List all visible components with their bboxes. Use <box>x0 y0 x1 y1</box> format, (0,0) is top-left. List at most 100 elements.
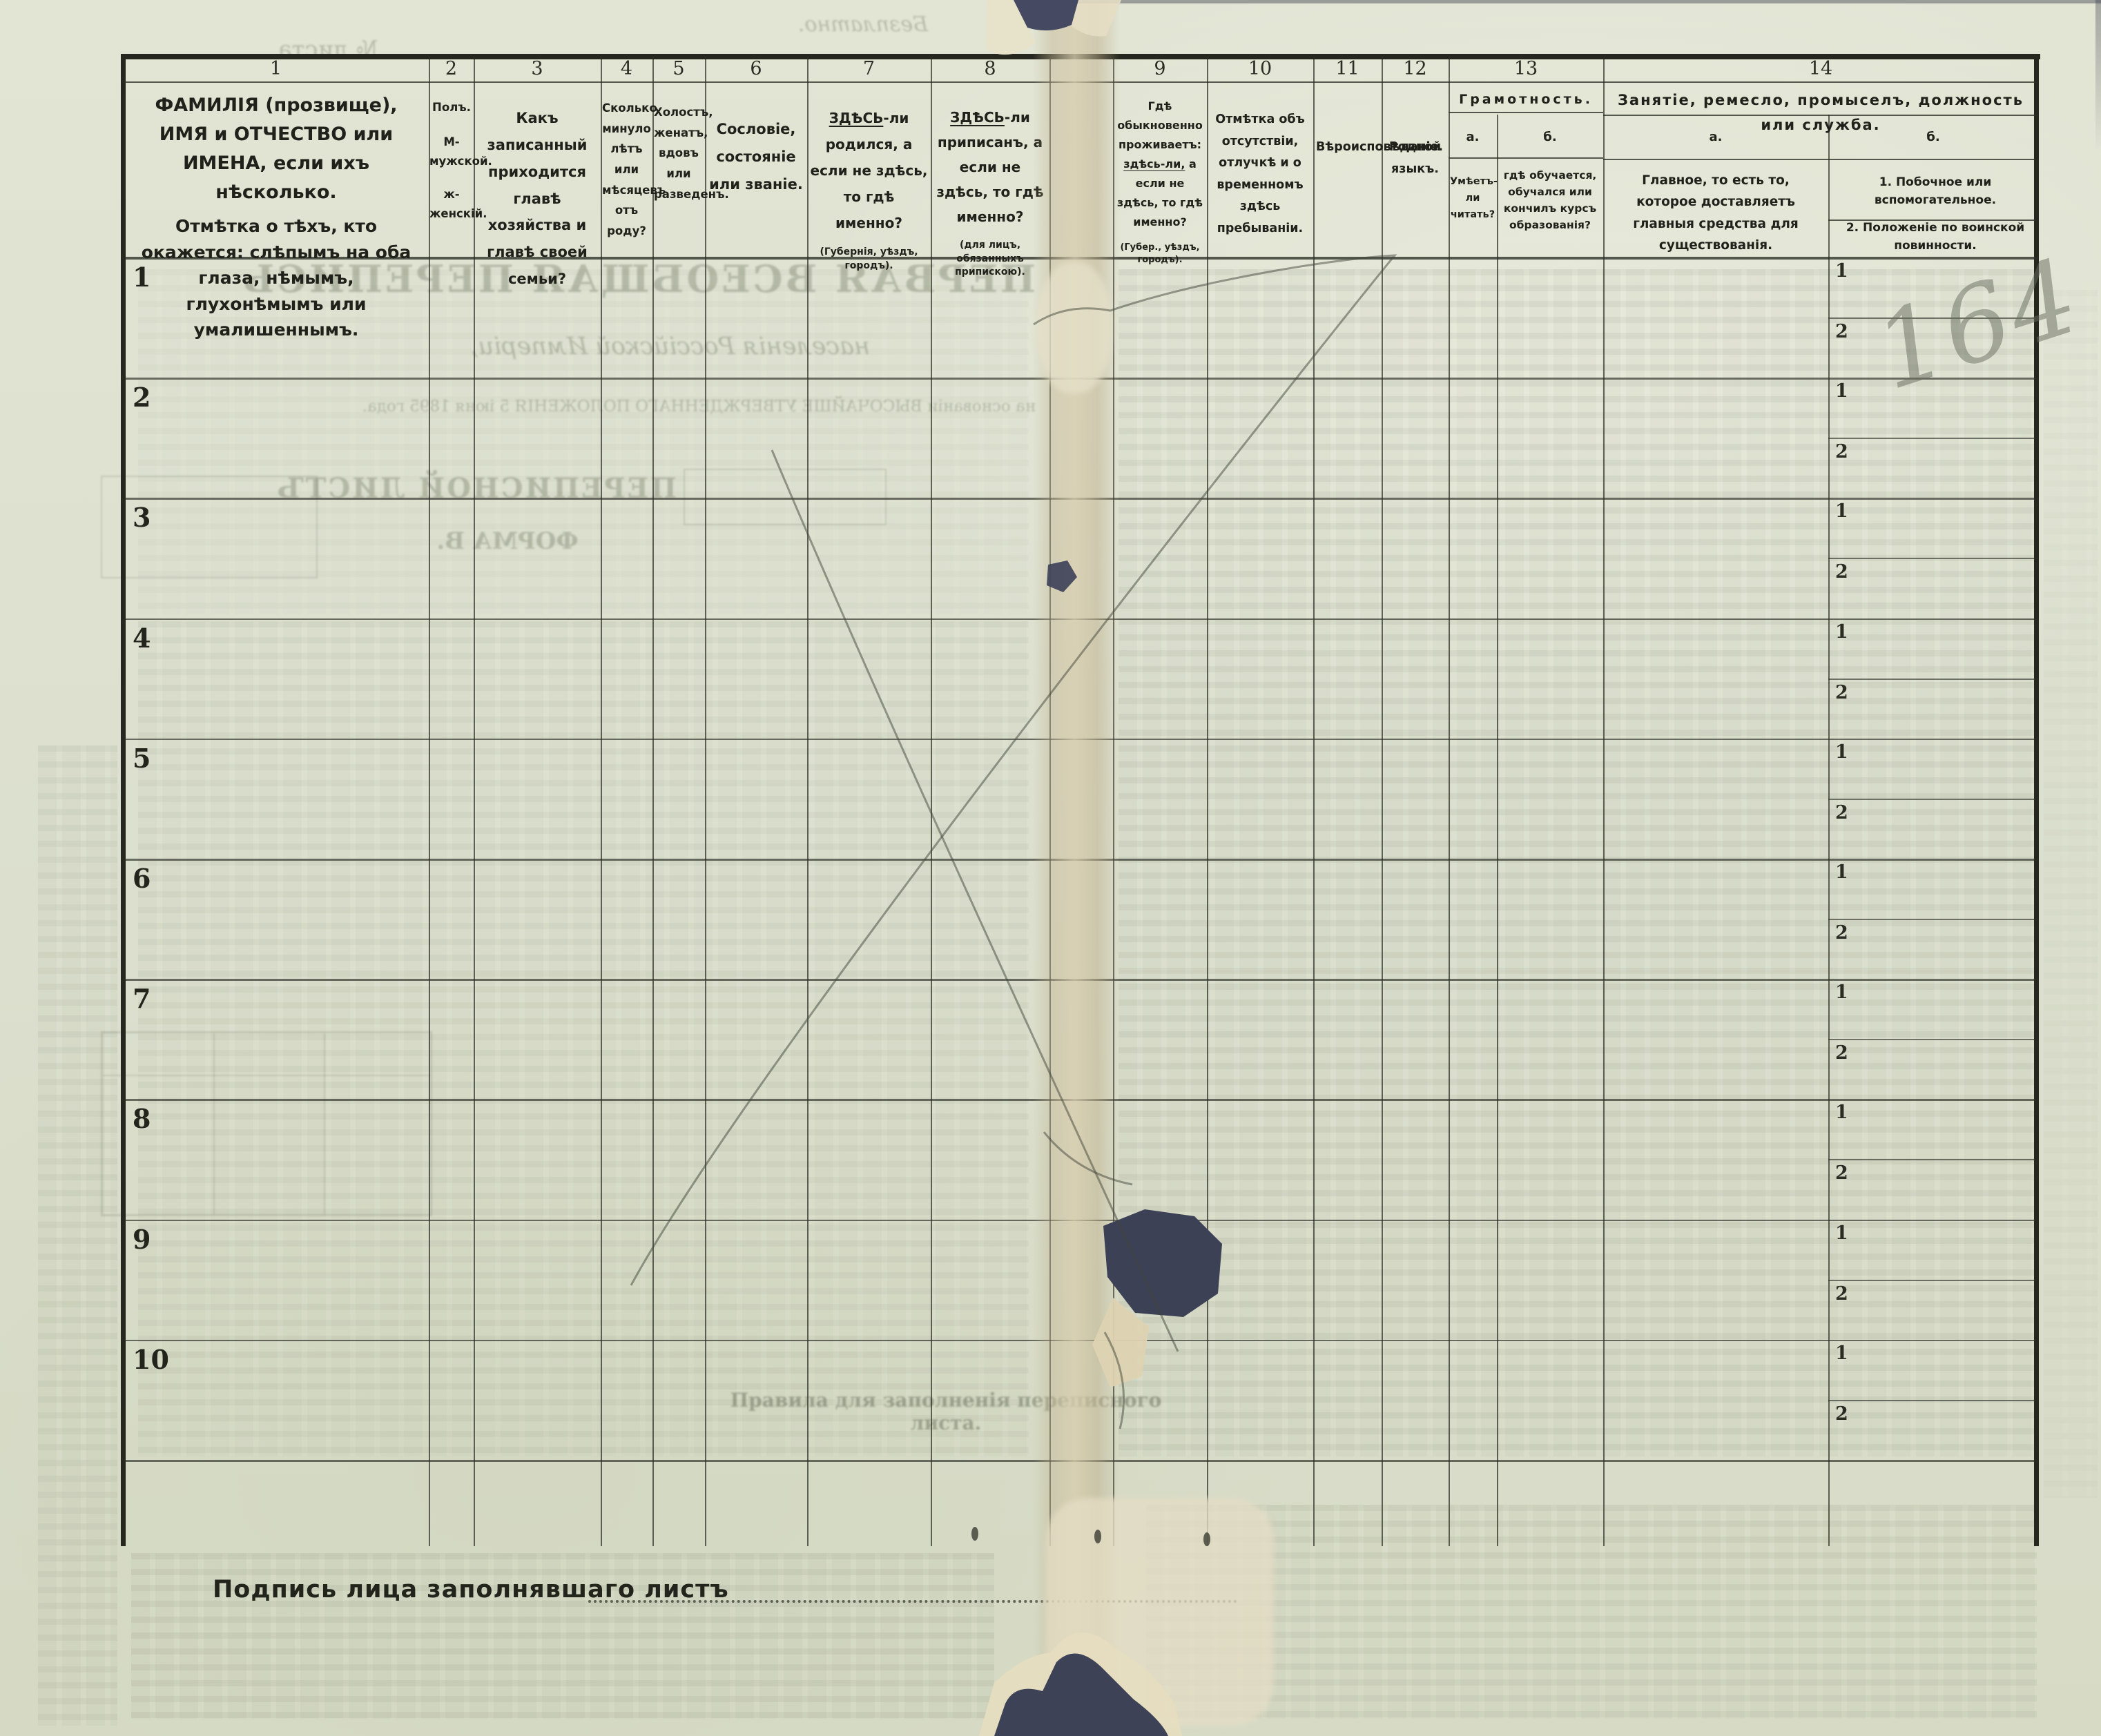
col-header-residence-note: (Губер., уѣздъ, городъ). <box>1120 242 1200 266</box>
column-number: 11 <box>1335 58 1359 79</box>
col-header-estate: Сословіе, состояніе или званіе. <box>709 121 803 193</box>
table-border-right <box>2034 54 2039 1546</box>
column-number: 14 <box>1808 58 1833 79</box>
sub-row-number: 1 <box>1835 260 1848 282</box>
sub-row-divider <box>1828 558 2038 560</box>
row-number: 6 <box>133 863 151 894</box>
column-number: 5 <box>672 58 685 79</box>
ghost-sheet-title: ПЕРЕПИСНОЙ ЛИСТЪ <box>275 472 677 505</box>
signature-label: Подпись лица заполнявшаго листъ <box>213 1576 729 1603</box>
table-grid-vline <box>652 57 654 1546</box>
col-header-name: ФАМИЛІЯ (прозвище), ИМЯ и ОТЧЕСТВО или И… <box>128 91 424 343</box>
col-header-sex-male: М-мужской. <box>429 135 492 168</box>
table-grid-vline <box>429 57 430 1546</box>
col-header-literacy-b-label: б. <box>1543 130 1557 144</box>
col-header-relation: Какъ записанный приходится главѣ хозяйст… <box>487 110 588 288</box>
ghost-box <box>684 469 887 525</box>
sub-row-divider <box>1828 438 2038 440</box>
sub-row-number: 2 <box>1835 1403 1848 1425</box>
col-header-sex-title: Полъ. <box>432 101 471 114</box>
col-header-occupation-a: Главное, то есть то, которое доставляетъ… <box>1633 173 1799 253</box>
sub-row-divider <box>1828 1159 2038 1161</box>
sub-row-number: 2 <box>1835 922 1848 944</box>
column-number: 4 <box>620 58 633 79</box>
ghost-free-label: Безплатно. <box>797 12 929 37</box>
col-header-religion: Вѣроисповѣданіе. <box>1316 140 1444 154</box>
ghost-law-line: на основаніи ВЫСОЧАЙШЕ УТВЕРЖДЕННАГО ПОЛ… <box>362 398 1036 416</box>
column-number: 8 <box>984 58 996 79</box>
col-header-registration: ЗДѢСЬ-ли приписанъ, а если не здѣсь, то … <box>933 105 1047 280</box>
table-grid-vline <box>474 57 475 1546</box>
sub-row-divider <box>1828 919 2038 920</box>
col-header-residence: Гдѣ обыкновенно проживаетъ: здѣсь-ли, а … <box>1114 97 1206 266</box>
sub-row-number: 1 <box>1835 861 1848 883</box>
bleedthrough-texture <box>1146 1505 2037 1719</box>
sub-row-number: 2 <box>1835 561 1848 583</box>
row-number: 2 <box>133 382 151 413</box>
sub-row-number: 2 <box>1835 801 1848 823</box>
sub-row-number: 1 <box>1835 500 1848 523</box>
col-header-registration-note: (для лицъ, обязанныхъ припискою). <box>955 240 1025 278</box>
col-header-sex-female: ж-женскій. <box>429 188 487 221</box>
sub-row-divider <box>1828 318 2038 319</box>
table-grid-hline <box>1449 112 1603 113</box>
col-header-residence-title: а если не здѣсь, то гдѣ именно? <box>1116 157 1203 228</box>
bleedthrough-texture <box>38 745 117 1726</box>
row-number: 9 <box>133 1223 151 1255</box>
sub-row-number: 1 <box>1835 621 1848 643</box>
ink-blob <box>971 1527 978 1541</box>
sub-row-number: 1 <box>1835 1102 1848 1124</box>
col-header-literacy-a-label: а. <box>1466 130 1480 144</box>
table-grid-vline <box>1828 115 1830 1546</box>
col-header-occupation-b-label: б. <box>1926 130 1940 144</box>
fold-highlight <box>1037 262 1112 393</box>
col-header-birthplace: ЗДѢСЬ-ли родился, а если не здѣсь, то гд… <box>810 105 928 273</box>
sub-row-number: 1 <box>1835 741 1848 763</box>
page-fold <box>1033 0 1120 1736</box>
sub-row-number: 1 <box>1835 982 1848 1004</box>
row-number: 10 <box>133 1343 169 1375</box>
sub-row-number: 2 <box>1835 1283 1848 1305</box>
col-header-name-note: Отмѣтка о тѣхъ, кто окажется: слѣпымъ на… <box>141 216 412 340</box>
row-number: 4 <box>133 622 151 654</box>
col-header-registration-title: -ли приписанъ, а если не здѣсь, то гдѣ и… <box>936 109 1044 225</box>
sub-row-number: 1 <box>1835 1342 1848 1364</box>
ghost-form-label: ФОРМА В. <box>436 527 579 555</box>
col-header-residence-pre: Гдѣ обыкновенно проживаетъ: <box>1117 99 1203 151</box>
sub-row-number: 1 <box>1835 1222 1848 1244</box>
column-number: 2 <box>445 58 458 79</box>
table-grid-vline <box>1313 57 1315 1546</box>
row-number: 3 <box>133 502 151 534</box>
ghost-subtitle: населенія Россійской Имперіи, <box>470 333 870 360</box>
col-header-residence-lead: здѣсь-ли, <box>1123 157 1185 170</box>
col-header-birthplace-lead: ЗДѢСЬ <box>829 110 884 126</box>
table-grid-vline <box>1449 57 1450 1546</box>
col-header-registration-lead: ЗДѢСЬ <box>950 109 1005 126</box>
page-right-edge <box>2095 0 2101 152</box>
row-number: 1 <box>133 262 151 293</box>
col-header-occupation-group: Занятіе, ремесло, промыселъ, должность и… <box>1618 92 2024 133</box>
bleedthrough-texture <box>1119 269 2037 1456</box>
col-header-name-title: ФАМИЛІЯ (прозвище), ИМЯ и ОТЧЕСТВО или И… <box>155 95 398 203</box>
sub-row-divider <box>1828 1399 2038 1401</box>
col-header-birthplace-title: -ли родился, а если не здѣсь, то гдѣ име… <box>810 110 928 231</box>
sub-row-number: 2 <box>1835 321 1848 342</box>
column-number: 1 <box>269 58 282 79</box>
table-grid-hline <box>1603 159 2038 160</box>
bleedthrough-texture <box>131 1553 994 1719</box>
column-number: 10 <box>1248 58 1272 79</box>
row-number: 5 <box>133 742 151 774</box>
column-number: 6 <box>750 58 762 79</box>
col-header-age: Сколько минуло лѣтъ или мѣсяцевъ отъ род… <box>602 101 666 238</box>
sub-row-number: 2 <box>1835 441 1848 463</box>
table-grid-hline <box>1449 157 1603 159</box>
sub-row-divider <box>1828 798 2038 800</box>
table-grid-hline <box>1603 115 2038 116</box>
row-number: 8 <box>133 1103 151 1135</box>
column-number: 7 <box>862 58 875 79</box>
table-grid-vline <box>1382 57 1383 1546</box>
col-header-literacy-group: Грамотность. <box>1459 92 1593 107</box>
col-header-occupation-a-label: а. <box>1709 130 1723 144</box>
ghost-table <box>101 1031 432 1216</box>
